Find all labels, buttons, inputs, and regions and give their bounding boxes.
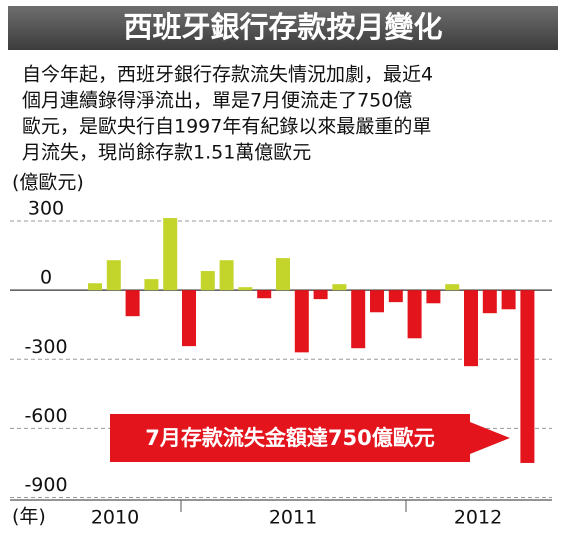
bar [520,290,535,463]
bar [238,287,253,291]
bar [370,290,384,313]
bar [163,218,178,291]
subtitle: 歐元，是歐央行自1997年有紀錄以來最嚴重的單 [22,116,431,138]
annotation-box [110,414,510,462]
bar [313,290,328,300]
bar [445,284,460,291]
bar [388,290,403,303]
bar [407,290,422,339]
year-label: 2011 [269,507,317,529]
bar [351,290,366,349]
subtitle: 個月連續錄得淨流出，單是7月便流走了750億 [22,90,412,112]
title-bar [8,6,558,50]
year-label: 2010 [91,507,139,529]
bar [144,279,159,291]
subtitle: 自今年起，西班牙銀行存款流失情況加劇，最近4 [22,64,433,86]
chart-title: 西班牙銀行存款按月變化 [123,10,442,44]
bar [88,283,102,291]
year-label: 2012 [454,507,502,529]
bar [125,290,140,317]
bar [464,290,478,367]
bar [426,290,441,304]
y-tick-label: -900 [24,474,67,496]
bar [106,260,121,291]
subtitle: 月流失，現尚餘存款1.51萬億歐元 [22,142,311,164]
bar [332,284,347,291]
bar [501,290,516,310]
x-axis-label: (年) [12,506,46,528]
y-tick-label: -300 [24,336,67,358]
bar [294,290,309,353]
bar [482,290,497,314]
y-tick-label: -600 [24,405,67,427]
bar [257,290,272,299]
bar [200,271,215,291]
y-tick-label: 300 [28,198,64,220]
bar [182,290,196,347]
y-tick-label: 0 [40,267,52,289]
bar [276,258,290,291]
annotation: 7月存款流失金額達750億歐元 [145,426,434,450]
y-axis-label: (億歐元) [12,172,84,194]
bar [219,260,234,291]
bars [88,218,535,463]
